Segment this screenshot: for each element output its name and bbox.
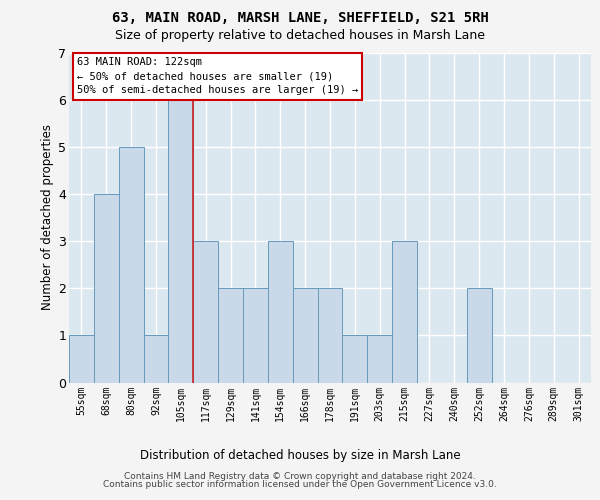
Bar xyxy=(94,194,119,382)
Bar xyxy=(392,241,417,382)
Bar xyxy=(467,288,491,382)
Bar xyxy=(143,336,169,382)
Bar xyxy=(293,288,317,382)
Bar xyxy=(69,336,94,382)
Y-axis label: Number of detached properties: Number of detached properties xyxy=(41,124,54,310)
Bar xyxy=(343,336,367,382)
Text: Size of property relative to detached houses in Marsh Lane: Size of property relative to detached ho… xyxy=(115,29,485,42)
Text: Contains public sector information licensed under the Open Government Licence v3: Contains public sector information licen… xyxy=(103,480,497,489)
Bar xyxy=(169,100,193,383)
Bar xyxy=(243,288,268,382)
Text: 63, MAIN ROAD, MARSH LANE, SHEFFIELD, S21 5RH: 63, MAIN ROAD, MARSH LANE, SHEFFIELD, S2… xyxy=(112,11,488,25)
Bar xyxy=(218,288,243,382)
Bar xyxy=(268,241,293,382)
Text: 63 MAIN ROAD: 122sqm
← 50% of detached houses are smaller (19)
50% of semi-detac: 63 MAIN ROAD: 122sqm ← 50% of detached h… xyxy=(77,58,358,96)
Bar xyxy=(317,288,343,382)
Text: Distribution of detached houses by size in Marsh Lane: Distribution of detached houses by size … xyxy=(140,450,460,462)
Text: Contains HM Land Registry data © Crown copyright and database right 2024.: Contains HM Land Registry data © Crown c… xyxy=(124,472,476,481)
Bar xyxy=(367,336,392,382)
Bar xyxy=(119,147,143,382)
Bar xyxy=(193,241,218,382)
